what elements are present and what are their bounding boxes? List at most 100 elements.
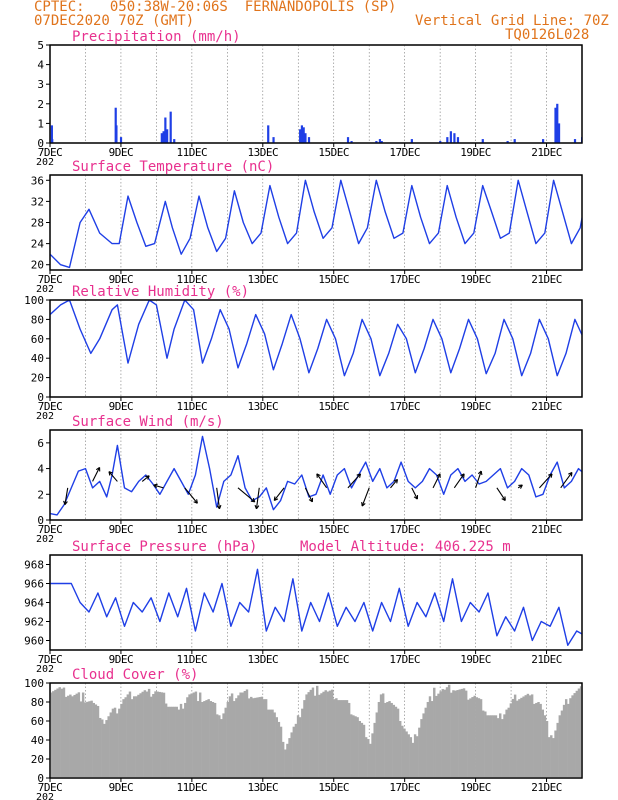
cloud-column [271,709,274,778]
cloud-column [541,709,544,778]
cloud-column [77,692,81,778]
x-tick-label: 15DEC [318,146,349,159]
wind-arrow [603,487,609,490]
cloud-column [328,690,332,778]
cloud-column [354,716,357,778]
precip-bar [456,137,460,143]
wind-arrow [237,487,256,503]
precip-bar [557,123,561,143]
wind-arrow [92,466,101,482]
precip-bar [50,125,53,143]
panel-frame [49,44,583,144]
y-tick-label: 1 [37,117,44,130]
cloud-column [533,703,536,778]
x-tick-label: 11DEC [177,146,208,159]
x-tick-label: 19DEC [460,523,491,536]
cloud-column [392,704,396,778]
cloud-column [556,722,559,778]
cloud-column [111,708,115,778]
temp-data [50,179,582,269]
precip-bar [300,125,304,143]
x-tick-label: 11DEC [177,273,208,286]
cloud-column [484,711,487,778]
cloud-column [375,712,379,778]
panel-title: Relative Humidity (%) [72,284,249,300]
y-tick-label: 60 [31,715,44,728]
cloud-column [194,691,198,778]
panel-border [49,554,583,651]
x-tick-label: 13DEC [247,653,278,666]
x-tick-label: 15DEC [318,273,349,286]
run-datetime: 07DEC2020 70Z (GMT) [34,13,195,29]
cloud-column [398,721,402,778]
cloud-column [543,715,547,778]
y-tick-label: 0 [37,137,44,150]
y-tick-label: 4 [37,463,44,476]
cloud-column [279,726,283,778]
model-altitude: Model Altitude: 406.225 m [300,539,511,555]
cloud-column [614,718,616,778]
cloud-column [239,692,242,778]
x-tick-label: 11DEC [177,523,208,536]
precip-bar [162,131,165,143]
x-tick-label: 9DEC [109,653,134,666]
precip-panel: 0 1 2 3 4 5 7DEC 9DEC 11DEC 13DEC 15DEC 17DEC 19DEC 2… [36,29,588,168]
cloud-column [143,690,147,778]
year-label: 202 [36,792,54,800]
precip-bar [541,139,545,143]
cloud-column [579,686,582,778]
year-label: 202 [36,664,54,675]
precip-data [50,103,588,143]
cloud-column [92,702,95,778]
wind-arrow [254,487,260,510]
cloud-column [88,701,91,778]
x-tick-label: 15DEC [318,781,349,794]
cloud-column [215,714,219,778]
panel-title: Precipitation (mm/h) [72,29,241,45]
cloud-column [84,702,87,778]
cloud-column [326,691,330,778]
cloud-column [420,719,423,778]
y-tick-label: 962 [24,616,44,629]
cloud-column [571,695,574,778]
y-tick-label: 968 [24,559,44,572]
cloud-column [222,713,225,778]
precip-bar [506,141,509,143]
cloud-column [288,738,291,778]
precip-bar [586,139,588,143]
cloud-column [145,691,149,778]
cloud-column [273,712,276,778]
cloud-column [73,694,76,778]
cloud-column [411,742,415,778]
cloud-column [230,693,234,778]
precip-bar [307,137,311,143]
cloud-column [190,693,193,778]
wind-arrow [539,473,553,489]
wind-arrow [496,487,506,501]
cloud-column [79,701,83,778]
precip-bar [119,137,123,143]
x-tick-label: 7DEC [38,273,63,286]
cloud-column [109,712,113,778]
y-tick-label: 40 [31,734,44,747]
cloud-column [509,703,513,778]
x-tick-label: 13DEC [247,781,278,794]
cloud-column [171,706,174,778]
wind-arrow [453,473,465,489]
cloud-column [564,699,568,778]
cloud-column [547,737,551,778]
cloud-column [320,693,323,778]
vertical-grid-note: Vertical Grid Line: 70Z [415,13,609,29]
cloud-column [307,692,310,778]
cloud-column [233,701,236,778]
cloud-column [188,694,191,778]
cloud-column [539,703,542,778]
precip-bar [481,139,484,143]
cloud-column [147,688,151,778]
cloud-column [486,715,489,778]
cloud-column [577,688,581,778]
precip-bar [304,133,307,143]
cloud-column [345,700,349,778]
precip-bar [556,103,559,143]
cloud-column [496,718,500,778]
